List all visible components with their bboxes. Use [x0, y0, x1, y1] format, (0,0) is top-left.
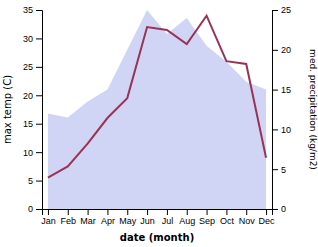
tick-label: 30 — [23, 34, 33, 44]
tick-mark — [266, 209, 267, 215]
tick-mark — [107, 209, 108, 215]
tick-label: Dec — [259, 216, 276, 226]
tick-mark — [246, 209, 247, 215]
tick-mark — [36, 95, 42, 96]
y2-axis: 0 5 10 15 20 25 — [272, 5, 291, 214]
y-axis-title: max temp (C) — [2, 75, 13, 144]
tick-mark — [167, 209, 168, 215]
plot-area: Jan FebMar Apr MayJun Jul Aug Sep Oct NovDec 0 5 10… — [23, 5, 291, 226]
tick-mark — [68, 209, 69, 215]
tick: Jan — [41, 209, 56, 226]
tick: Oct — [220, 209, 235, 226]
tick-mark — [36, 181, 42, 182]
tick: 10 — [23, 148, 42, 158]
tick: Mar — [80, 209, 96, 226]
tick-label: 5 — [281, 165, 286, 175]
tick: Sep — [199, 209, 215, 226]
axis-line — [43, 210, 273, 216]
tick-label: 0 — [281, 204, 286, 214]
tick: 20 — [272, 45, 291, 55]
tick-label: 15 — [281, 85, 291, 95]
tick-label: 20 — [23, 91, 33, 101]
tick-mark — [187, 209, 188, 215]
tick-mark — [36, 67, 42, 68]
tick: 20 — [23, 91, 42, 101]
tick: 5 — [28, 176, 42, 186]
tick-label: Jun — [140, 216, 155, 226]
tick: 5 — [272, 165, 286, 175]
tick-mark — [127, 209, 128, 215]
tick-label: Oct — [220, 216, 235, 226]
tick-label: Nov — [239, 216, 256, 226]
tick-label: Aug — [179, 216, 195, 226]
axis-line — [36, 11, 43, 210]
tick: 10 — [272, 125, 291, 135]
tick-label: 15 — [23, 119, 33, 129]
tick-label: 35 — [23, 5, 33, 15]
tick-mark — [36, 124, 42, 125]
tick-label: May — [119, 216, 137, 226]
tick-label: 10 — [281, 125, 291, 135]
marks — [48, 10, 266, 209]
tick-mark — [147, 209, 148, 215]
tick-mark — [36, 10, 42, 11]
area — [48, 10, 266, 209]
x-axis: Jan FebMar Apr MayJun Jul Aug Sep Oct NovDec — [41, 209, 275, 226]
tick-mark — [207, 209, 208, 215]
tick: 35 — [23, 5, 42, 15]
tick-mark — [88, 209, 89, 215]
tick: 0 — [28, 204, 42, 214]
tick-label: Mar — [80, 216, 96, 226]
tick-mark — [272, 50, 278, 51]
axis-line — [273, 11, 279, 210]
tick-label: 20 — [281, 45, 291, 55]
chart: Jan FebMar Apr MayJun Jul Aug Sep Oct NovDec 0 5 10… — [0, 0, 318, 247]
tick-label: 25 — [281, 5, 291, 15]
tick-mark — [36, 38, 42, 39]
tick-mark — [272, 209, 278, 210]
tick-label: Jul — [162, 216, 174, 226]
tick: Aug — [179, 209, 195, 226]
tick-label: Jan — [41, 216, 56, 226]
tick-mark — [272, 129, 278, 130]
line — [48, 16, 266, 178]
tick: 15 — [23, 119, 42, 129]
tick: Nov — [239, 209, 256, 226]
tick-mark — [48, 209, 49, 215]
x-axis-title: date (month) — [120, 232, 194, 243]
tick: 25 — [272, 5, 291, 15]
tick-label: Apr — [101, 216, 115, 226]
tick-label: Sep — [199, 216, 215, 226]
tick-mark — [272, 10, 278, 11]
tick: 30 — [23, 34, 42, 44]
tick-mark — [36, 209, 42, 210]
tick: Feb — [61, 209, 77, 226]
tick-label: 10 — [23, 148, 33, 158]
tick: Apr — [101, 209, 115, 226]
tick: Dec — [259, 209, 276, 226]
tick-label: Feb — [61, 216, 77, 226]
tick-label: 25 — [23, 62, 33, 72]
tick: 15 — [272, 85, 291, 95]
y-axis: 0 5 10 15 20 25 30 35 — [23, 5, 43, 214]
tick-mark — [36, 152, 42, 153]
tick-mark — [226, 209, 227, 215]
tick-mark — [272, 169, 278, 170]
tick: 25 — [23, 62, 42, 72]
tick-label: 5 — [28, 176, 33, 186]
tick-label: 0 — [28, 204, 33, 214]
tick-mark — [272, 90, 278, 91]
tick: Jul — [162, 209, 174, 226]
tick: May — [119, 209, 137, 226]
tick: Jun — [140, 209, 155, 226]
y2-axis-title: med. precipitation (kg/m2) — [308, 49, 318, 170]
tick: 0 — [272, 204, 286, 214]
